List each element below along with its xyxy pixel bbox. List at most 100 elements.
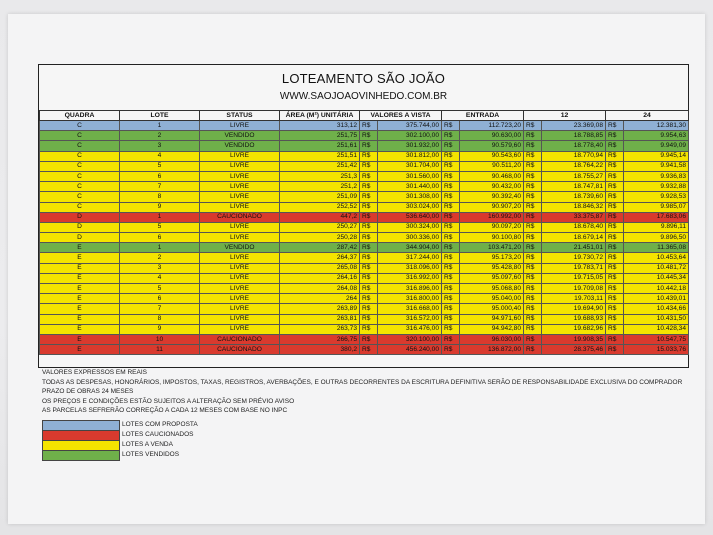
cell-lote: 3 <box>119 262 200 274</box>
table-row: C 3 VENDIDO 251,61 R$ 301.932,00 R$ 90.579,60 R$… <box>39 140 690 152</box>
cell-currency: R$ <box>523 150 543 162</box>
cell-currency: R$ <box>441 211 461 223</box>
cell-24: 10.431,50 <box>623 313 690 325</box>
cell-24: 9.896,50 <box>623 232 690 244</box>
cell-area: 266,75 <box>279 333 360 346</box>
cell-quadra: D <box>39 232 120 244</box>
legend-swatch-blue <box>42 420 120 431</box>
table-row: C 9 LIVRE 252,52 R$ 303.024,00 R$ 90.907,20 R$ 18… <box>39 201 690 213</box>
cell-status: LIVRE <box>199 293 280 305</box>
cell-24: 10.445,34 <box>623 272 690 285</box>
cell-status: LIVRE <box>199 119 280 132</box>
cell-24: 15.033,76 <box>623 344 690 356</box>
cell-vista: 302.100,00 <box>376 130 443 142</box>
legend-label: LOTES COM PROPOSTA <box>122 421 198 428</box>
cell-vista: 301.704,00 <box>376 160 443 172</box>
cell-area: 251,75 <box>279 130 360 142</box>
cell-currency: R$ <box>605 252 625 264</box>
cell-vista: 536.640,00 <box>376 211 443 223</box>
cell-currency: R$ <box>441 191 461 203</box>
cell-currency: R$ <box>605 130 625 142</box>
cell-status: CAUCIONADO <box>199 344 280 356</box>
cell-12: 18.755,27 <box>541 170 607 183</box>
cell-area: 265,08 <box>279 262 360 274</box>
cell-quadra: E <box>39 344 120 356</box>
cell-24: 9.954,63 <box>623 130 690 142</box>
cell-currency: R$ <box>605 211 625 223</box>
table-row: D 1 CAUCIONADO 447,2 R$ 536.640,00 R$ 160.992,0… <box>39 211 690 223</box>
table-row: C 8 LIVRE 251,09 R$ 301.308,00 R$ 90.392,40 R$ 18… <box>39 191 690 203</box>
cell-entrada: 95.040,00 <box>459 293 525 305</box>
cell-currency: R$ <box>359 333 378 346</box>
cell-currency: R$ <box>441 323 461 335</box>
legend-swatch-yellow <box>42 440 120 451</box>
price-table-frame: LOTEAMENTO SÃO JOÃO WWW.SAOJOAOVINHEDO.C… <box>38 64 690 368</box>
table-row: E 6 LIVRE 264 R$ 316.800,00 R$ 95.040,00 R$ 19.70… <box>39 293 690 305</box>
table-row: E 11 CAUCIONADO 380,2 R$ 456.240,00 R$ 136.872,… <box>39 344 690 356</box>
cell-currency: R$ <box>359 293 378 305</box>
cell-status: LIVRE <box>199 170 280 183</box>
cell-currency: R$ <box>523 293 543 305</box>
cell-24: 9.936,83 <box>623 170 690 183</box>
cell-12: 19.715,05 <box>541 272 607 285</box>
cell-area: 251,51 <box>279 150 360 162</box>
cell-quadra: E <box>39 272 120 285</box>
cell-24: 10.453,64 <box>623 252 690 264</box>
notes: VALORES EXPRESSOS EM REAIS TODAS AS DESP… <box>42 368 682 416</box>
table-row: C 4 LIVRE 251,51 R$ 301.812,00 R$ 90.543,60 R$ 18… <box>39 150 690 162</box>
note-line: AS PARCELAS SEFRERÃO CORREÇÃO A CADA 12 … <box>42 407 288 415</box>
cell-area: 251,09 <box>279 191 360 203</box>
cell-currency: R$ <box>359 262 378 274</box>
cell-12: 18.778,40 <box>541 140 607 152</box>
note-line: TODAS AS DESPESAS, HONORÁRIOS, IMPOSTOS,… <box>42 378 683 386</box>
header-vista: VALORES A VISTA <box>358 110 443 121</box>
cell-currency: R$ <box>359 130 378 142</box>
cell-24: 10.439,01 <box>623 293 690 305</box>
cell-vista: 316.800,00 <box>376 293 443 305</box>
cell-entrada: 90.511,20 <box>459 160 525 172</box>
cell-currency: R$ <box>441 333 461 346</box>
cell-12: 28.375,46 <box>541 344 607 356</box>
cell-24: 9.949,09 <box>623 140 690 152</box>
cell-entrada: 95.097,60 <box>459 272 525 285</box>
cell-currency: R$ <box>523 191 543 203</box>
cell-lote: 11 <box>119 344 200 356</box>
cell-entrada: 90.392,40 <box>459 191 525 203</box>
cell-currency: R$ <box>523 333 543 346</box>
cell-currency: R$ <box>359 252 378 264</box>
website-link: WWW.SAOJOAOVINHEDO.COM.BR <box>279 91 448 102</box>
cell-lote: 8 <box>119 313 200 325</box>
cell-12: 33.375,87 <box>541 211 607 223</box>
cell-lote: 7 <box>119 303 200 315</box>
cell-currency: R$ <box>523 344 543 356</box>
cell-currency: R$ <box>605 344 625 356</box>
cell-currency: R$ <box>523 181 543 193</box>
cell-vista: 318.096,00 <box>376 262 443 274</box>
cell-quadra: C <box>39 170 120 183</box>
cell-currency: R$ <box>441 150 461 162</box>
cell-status: VENDIDO <box>199 130 280 142</box>
cell-status: LIVRE <box>199 313 280 325</box>
cell-currency: R$ <box>523 242 543 254</box>
cell-status: LIVRE <box>199 272 280 285</box>
cell-area: 263,89 <box>279 303 360 315</box>
cell-vista: 301.932,00 <box>376 140 443 152</box>
cell-currency: R$ <box>523 282 543 295</box>
cell-quadra: E <box>39 252 120 264</box>
legend-label: LOTES VENDIDOS <box>122 451 180 458</box>
cell-area: 251,42 <box>279 160 360 172</box>
cell-12: 18.846,32 <box>541 201 607 213</box>
cell-currency: R$ <box>605 262 625 274</box>
cell-currency: R$ <box>605 272 625 285</box>
cell-12: 19.688,93 <box>541 313 607 325</box>
cell-currency: R$ <box>605 282 625 295</box>
cell-entrada: 90.100,80 <box>459 232 525 244</box>
cell-currency: R$ <box>605 201 625 213</box>
cell-vista: 301.560,00 <box>376 170 443 183</box>
cell-currency: R$ <box>523 323 543 335</box>
table-row: E 7 LIVRE 263,89 R$ 316.668,00 R$ 95.000,40 R$ 19… <box>39 303 690 315</box>
cell-vista: 301.812,00 <box>376 150 443 162</box>
legend-label: LOTES A VENDA <box>122 441 173 448</box>
cell-12: 18.788,85 <box>541 130 607 142</box>
table-row: C 7 LIVRE 251,2 R$ 301.440,00 R$ 90.432,00 R$ 18.… <box>39 181 690 193</box>
